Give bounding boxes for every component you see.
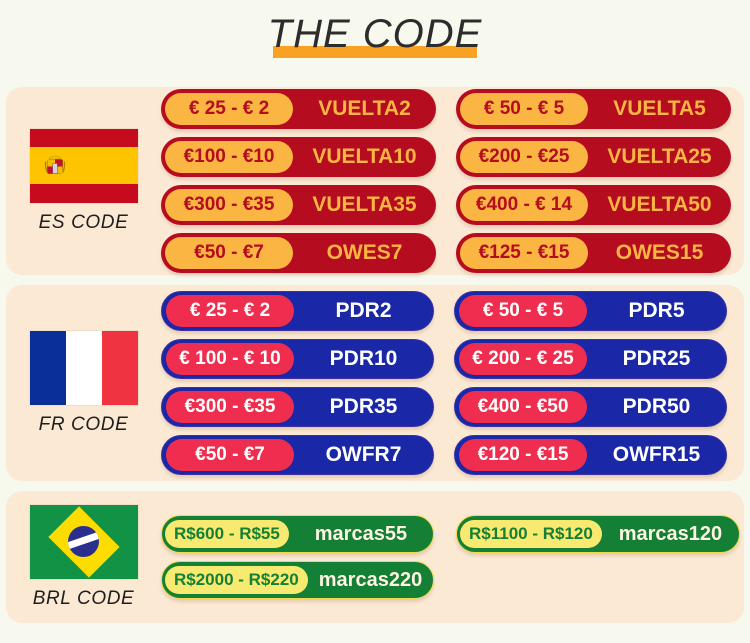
spain-flag-bottom-band [29,184,138,203]
offer-code: VUELTA25 [607,145,712,168]
offer-pill[interactable]: €400 - €50 PDR50 [454,387,727,427]
offer-row: R$2000 - R$220 marcas220 [161,561,740,599]
offer-row: € 25 - € 2 VUELTA2 € 50 - € 5 VUELTA5 [161,89,732,129]
offer-code: OWFR7 [325,443,402,466]
spain-flag [29,128,138,203]
offer-pill[interactable]: R$1100 - R$120 marcas120 [456,515,740,553]
offer-amount: € 50 - € 5 [459,295,587,327]
offer-row: €300 - €35 VUELTA35 €400 - € 14 VUELTA50 [161,185,732,225]
brazil-flag-banner [68,530,99,551]
offer-pill[interactable]: € 200 - € 25 PDR25 [454,339,727,379]
offer-row: €50 - €7 OWFR7 €120 - €15 OWFR15 [161,435,732,475]
france-flag [29,330,138,405]
offer-rows-fr: € 25 - € 2 PDR2 € 50 - € 5 PDR5 € 100 - … [161,287,744,479]
offer-code: marcas220 [318,568,423,591]
spain-coat-of-arms-icon [45,153,66,174]
offer-pill[interactable]: €50 - €7 OWFR7 [161,435,434,475]
section-label-brl: BRL CODE [32,587,135,609]
offer-amount: € 100 - € 10 [166,343,294,375]
france-flag-red-stripe [101,330,138,405]
offer-code: VUELTA50 [607,193,712,216]
offer-pill[interactable]: €200 - €25 VUELTA25 [456,137,731,177]
offer-amount: €300 - €35 [166,391,294,423]
offer-pill[interactable]: €50 - €7 OWES7 [161,233,436,273]
offer-code: PDR25 [622,347,691,370]
offer-row: € 100 - € 10 PDR10 € 200 - € 25 PDR25 [161,339,732,379]
offer-amount: R$600 - R$55 [165,520,289,548]
france-flag-white-stripe [65,330,102,405]
offer-code: PDR10 [329,347,398,370]
offer-amount: R$1100 - R$120 [460,520,602,548]
brazil-flag [29,504,138,579]
offer-pill[interactable]: € 50 - € 5 VUELTA5 [456,89,731,129]
offer-code: VUELTA2 [318,97,411,120]
offer-code: VUELTA35 [312,193,417,216]
offer-row-spacer [456,561,740,599]
offer-code: PDR50 [622,395,691,418]
offer-row: €50 - €7 OWES7 €125 - €15 OWES15 [161,233,732,273]
offer-pill[interactable]: € 25 - € 2 PDR2 [161,291,434,331]
offer-pill[interactable]: €300 - €35 PDR35 [161,387,434,427]
spain-flag-top-band [29,128,138,147]
page-header: THE CODE [0,0,750,87]
page-title: THE CODE [267,12,483,56]
flag-column-fr: FR CODE [6,330,161,436]
offer-amount: €400 - € 14 [460,189,588,221]
offer-code: VUELTA5 [613,97,706,120]
offer-rows-brl: R$600 - R$55 marcas55 R$1100 - R$120 mar… [161,511,750,603]
offer-pill[interactable]: €120 - €15 OWFR15 [454,435,727,475]
offer-row: €300 - €35 PDR35 €400 - €50 PDR50 [161,387,732,427]
offer-amount: € 200 - € 25 [459,343,587,375]
offer-amount: €120 - €15 [459,439,587,471]
offer-amount: €200 - €25 [460,141,588,173]
offer-pill[interactable]: €100 - €10 VUELTA10 [161,137,436,177]
flag-column-es: ES CODE [6,128,161,234]
offer-amount: € 25 - € 2 [166,295,294,327]
offer-code: PDR2 [335,299,392,322]
offer-amount: € 50 - € 5 [460,93,588,125]
offer-pill[interactable]: € 25 - € 2 VUELTA2 [161,89,436,129]
offer-code: marcas55 [314,522,408,545]
offer-amount: €50 - €7 [166,439,294,471]
brazil-flag-globe [68,526,99,557]
offer-code: OWES15 [615,241,704,264]
section-card-es: ES CODE € 25 - € 2 VUELTA2 € 50 - € 5 VU… [6,87,744,275]
offer-amount: €400 - €50 [459,391,587,423]
offer-amount: € 25 - € 2 [165,93,293,125]
offer-pill[interactable]: €300 - €35 VUELTA35 [161,185,436,225]
offer-rows-es: € 25 - € 2 VUELTA2 € 50 - € 5 VUELTA5 €1… [161,85,744,277]
section-label-fr: FR CODE [38,413,129,435]
offer-amount: €300 - €35 [165,189,293,221]
title-underline [273,46,477,58]
offer-pill[interactable]: €125 - €15 OWES15 [456,233,731,273]
offer-amount: €100 - €10 [165,141,293,173]
offer-amount: R$2000 - R$220 [165,566,308,594]
offer-amount: €50 - €7 [165,237,293,269]
section-card-brl: BRL CODE R$600 - R$55 marcas55 R$1100 - … [6,491,744,623]
flag-column-brl: BRL CODE [6,504,161,610]
offer-row: R$600 - R$55 marcas55 R$1100 - R$120 mar… [161,515,740,553]
offer-code: OWFR15 [612,443,701,466]
offer-code: PDR5 [628,299,685,322]
section-card-fr: FR CODE € 25 - € 2 PDR2 € 50 - € 5 PDR5 … [6,285,744,481]
offer-code: marcas120 [618,522,723,545]
offer-code: VUELTA10 [312,145,417,168]
france-flag-blue-stripe [29,330,66,405]
offer-pill[interactable]: € 50 - € 5 PDR5 [454,291,727,331]
offer-pill[interactable]: € 100 - € 10 PDR10 [161,339,434,379]
offer-row: €100 - €10 VUELTA10 €200 - €25 VUELTA25 [161,137,732,177]
offer-code: PDR35 [329,395,398,418]
offer-pill[interactable]: R$2000 - R$220 marcas220 [161,561,434,599]
section-label-es: ES CODE [38,211,129,233]
offer-code: OWES7 [326,241,403,264]
offer-row: € 25 - € 2 PDR2 € 50 - € 5 PDR5 [161,291,732,331]
offer-pill[interactable]: R$600 - R$55 marcas55 [161,515,434,553]
offer-amount: €125 - €15 [460,237,588,269]
offer-pill[interactable]: €400 - € 14 VUELTA50 [456,185,731,225]
